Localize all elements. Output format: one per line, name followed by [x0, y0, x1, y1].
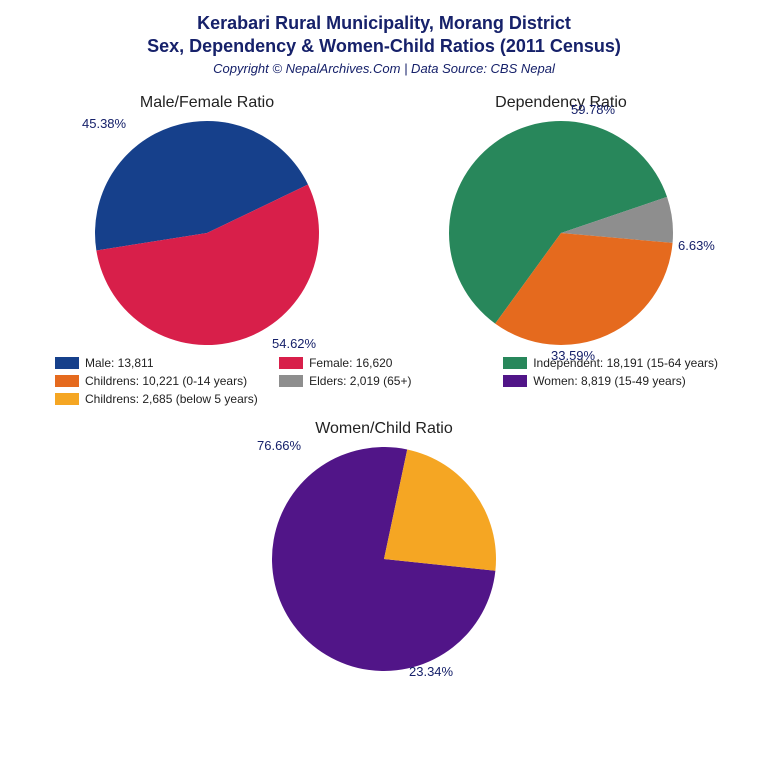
chart-title: Dependency Ratio	[391, 94, 731, 112]
pie-wrap: 45.38% 54.62%	[92, 118, 322, 348]
pie-wrap: 59.78% 6.63% 33.59%	[446, 118, 676, 348]
title-block: Kerabari Rural Municipality, Morang Dist…	[0, 0, 768, 76]
pie-svg	[92, 118, 322, 348]
legend-swatch	[55, 375, 79, 387]
pie-svg	[269, 444, 499, 674]
legend-text: Female: 16,620	[309, 356, 392, 370]
legend-swatch	[503, 375, 527, 387]
chart-title: Male/Female Ratio	[37, 94, 377, 112]
chart-dependency: Dependency Ratio 59.78% 6.63% 33.59%	[391, 94, 731, 348]
legend-text: Elders: 2,019 (65+)	[309, 374, 411, 388]
slice-label: 33.59%	[551, 348, 595, 363]
legend-text: Male: 13,811	[85, 356, 154, 370]
legend-item: Independent: 18,191 (15-64 years)	[503, 356, 727, 370]
legend-swatch	[503, 357, 527, 369]
slice-label: 59.78%	[571, 102, 615, 117]
legend-item: Female: 16,620	[279, 356, 503, 370]
slice-label: 76.66%	[257, 438, 301, 453]
legend-item: Women: 8,819 (15-49 years)	[503, 374, 727, 388]
legend-swatch	[279, 375, 303, 387]
pie-wrap: 76.66% 23.34%	[269, 444, 499, 674]
slice-label: 23.34%	[409, 664, 453, 679]
legend-swatch	[55, 393, 79, 405]
legend-swatch	[55, 357, 79, 369]
legend: Male: 13,811 Female: 16,620 Independent: 1…	[0, 348, 768, 408]
title-line-2: Sex, Dependency & Women-Child Ratios (20…	[0, 35, 768, 58]
legend-item: Elders: 2,019 (65+)	[279, 374, 503, 388]
slice-label: 45.38%	[82, 116, 126, 131]
pie-svg	[446, 118, 676, 348]
slice-label: 54.62%	[272, 336, 316, 351]
chart-male-female: Male/Female Ratio 45.38% 54.62%	[37, 94, 377, 348]
chart-women-child: Women/Child Ratio 76.66% 23.34%	[214, 420, 554, 674]
legend-text: Women: 8,819 (15-49 years)	[533, 374, 686, 388]
slice-label: 6.63%	[678, 238, 715, 253]
title-line-1: Kerabari Rural Municipality, Morang Dist…	[0, 12, 768, 35]
chart-title: Women/Child Ratio	[214, 420, 554, 438]
legend-swatch	[279, 357, 303, 369]
charts-top-row: Male/Female Ratio 45.38% 54.62% Dependen…	[0, 94, 768, 348]
legend-text: Childrens: 10,221 (0-14 years)	[85, 374, 247, 388]
legend-item: Childrens: 10,221 (0-14 years)	[55, 374, 279, 388]
legend-text: Childrens: 2,685 (below 5 years)	[85, 392, 258, 406]
legend-item: Male: 13,811	[55, 356, 279, 370]
subtitle: Copyright © NepalArchives.Com | Data Sou…	[0, 61, 768, 76]
legend-item: Childrens: 2,685 (below 5 years)	[55, 392, 279, 406]
